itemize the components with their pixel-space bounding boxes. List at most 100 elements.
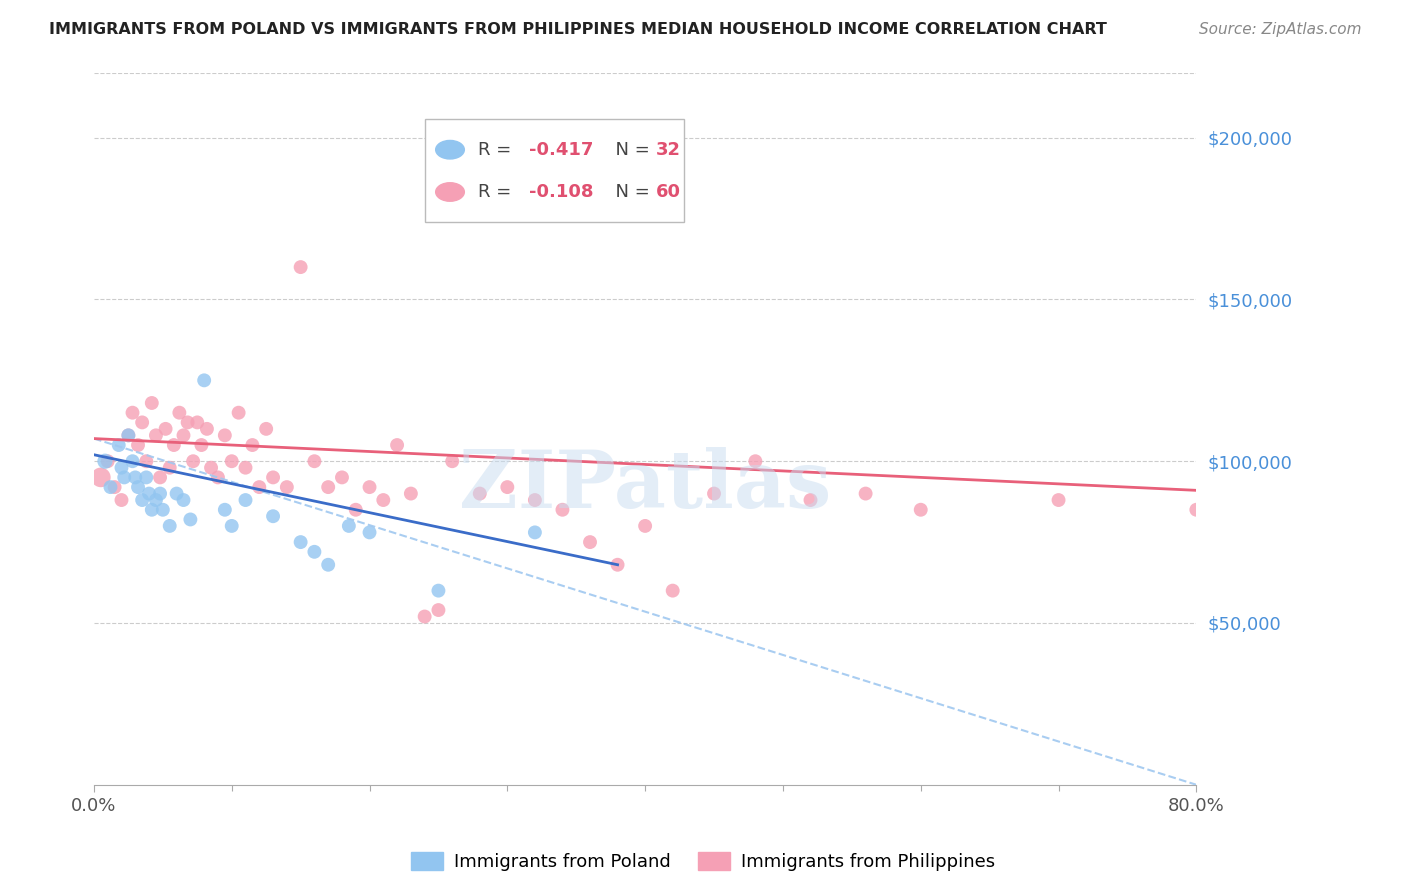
Point (181, 454, 204, 468)
Text: IMMIGRANTS FROM POLAND VS IMMIGRANTS FROM PHILIPPINES MEDIAN HOUSEHOLD INCOME CO: IMMIGRANTS FROM POLAND VS IMMIGRANTS FRO… (49, 22, 1107, 37)
Point (135, 454, 157, 468)
Point (262, 509, 284, 524)
Point (661, 583, 683, 598)
Point (124, 470, 146, 484)
Point (496, 480, 519, 494)
Point (149, 470, 172, 484)
Point (316, 558, 339, 572)
Text: 60: 60 (657, 183, 681, 201)
Point (186, 416, 208, 430)
Point (304, 545, 326, 559)
Point (221, 519, 243, 533)
Point (141, 502, 163, 516)
Point (107, 438, 129, 452)
Point (235, 493, 257, 508)
Point (141, 396, 163, 410)
Point (100, 480, 122, 494)
Point (193, 373, 215, 387)
Point (131, 493, 153, 508)
Point (606, 558, 628, 572)
Text: -0.417: -0.417 (530, 141, 593, 159)
Point (523, 525, 546, 540)
Point (176, 416, 198, 430)
Text: 32: 32 (657, 141, 681, 159)
Point (190, 438, 212, 452)
Point (214, 502, 236, 516)
Point (290, 260, 312, 274)
Point (262, 470, 284, 484)
Point (254, 422, 277, 436)
Point (247, 480, 270, 494)
Point (855, 486, 877, 500)
Point (110, 460, 132, 475)
Point (304, 454, 326, 468)
Point (173, 493, 195, 508)
Point (427, 603, 450, 617)
Point (159, 460, 181, 475)
Point (94, 454, 117, 468)
Point (523, 493, 546, 508)
Point (799, 493, 821, 508)
Point (127, 480, 149, 494)
Point (385, 438, 408, 452)
Point (163, 438, 186, 452)
Point (413, 609, 436, 624)
Point (337, 519, 360, 533)
Point (138, 486, 160, 500)
Point (112, 470, 135, 484)
Point (207, 470, 229, 484)
Point (145, 428, 167, 442)
Point (131, 416, 153, 430)
Legend: Immigrants from Poland, Immigrants from Philippines: Immigrants from Poland, Immigrants from … (404, 845, 1002, 879)
Point (373, 493, 395, 508)
FancyBboxPatch shape (425, 120, 683, 222)
Point (200, 460, 222, 475)
Point (330, 470, 353, 484)
Point (242, 438, 264, 452)
Point (135, 470, 157, 484)
Point (169, 406, 191, 420)
Point (179, 512, 201, 526)
Point (110, 493, 132, 508)
Point (155, 422, 177, 436)
Point (344, 502, 367, 516)
Point (228, 406, 250, 420)
Point (90, 470, 112, 484)
Point (121, 406, 143, 420)
Text: Source: ZipAtlas.com: Source: ZipAtlas.com (1198, 22, 1361, 37)
Point (399, 486, 422, 500)
Point (359, 525, 381, 540)
Text: N =: N = (605, 183, 655, 201)
Point (579, 535, 602, 549)
Point (703, 486, 725, 500)
Point (127, 438, 149, 452)
Point (149, 486, 172, 500)
Point (195, 422, 218, 436)
Point (290, 535, 312, 549)
Circle shape (436, 183, 464, 202)
Text: ZIPatlas: ZIPatlas (458, 447, 831, 524)
Point (166, 486, 188, 500)
Point (159, 519, 181, 533)
Point (117, 428, 139, 442)
Text: R =: R = (478, 141, 516, 159)
Point (145, 493, 167, 508)
Point (117, 428, 139, 442)
Point (744, 454, 766, 468)
Text: -0.108: -0.108 (530, 183, 593, 201)
Text: R =: R = (478, 183, 516, 201)
Point (97, 454, 120, 468)
Point (468, 486, 491, 500)
Point (276, 480, 298, 494)
Point (121, 454, 143, 468)
Circle shape (436, 140, 464, 159)
Point (441, 454, 464, 468)
Point (634, 519, 657, 533)
Text: N =: N = (605, 141, 655, 159)
Point (152, 502, 174, 516)
Point (427, 583, 450, 598)
Point (1047, 493, 1070, 508)
Point (235, 460, 257, 475)
Point (214, 428, 236, 442)
Point (221, 454, 243, 468)
